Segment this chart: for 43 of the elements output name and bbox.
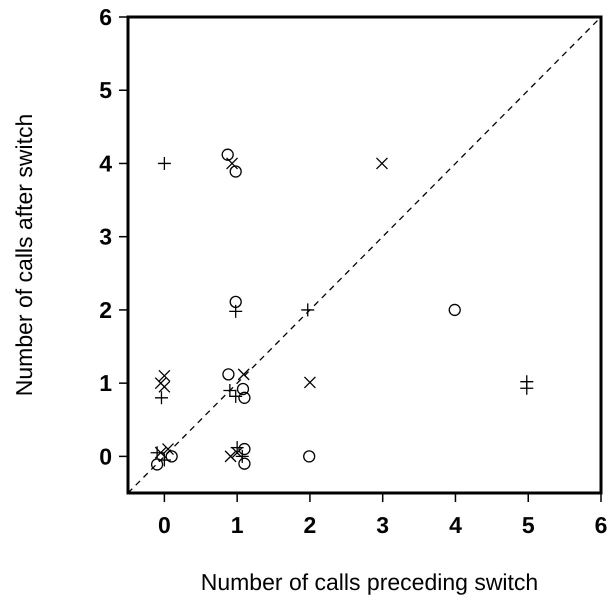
point	[238, 442, 251, 456]
x-axis-title: Number of calls preceding switch	[200, 569, 538, 595]
x-tick-label: 3	[376, 512, 390, 538]
point	[520, 381, 534, 396]
point	[222, 368, 235, 381]
point	[158, 370, 171, 382]
point	[448, 304, 461, 316]
point	[162, 442, 174, 456]
point	[154, 446, 167, 459]
point	[304, 376, 316, 389]
y-tick-label: 3	[99, 224, 112, 250]
point	[238, 392, 251, 404]
y-tick-label: 1	[99, 370, 112, 396]
point	[154, 377, 167, 390]
point	[238, 368, 250, 381]
x-tick-label: 4	[449, 512, 462, 538]
point	[238, 458, 251, 470]
x-tick-label: 6	[594, 512, 608, 538]
point	[224, 450, 237, 463]
point	[226, 157, 238, 170]
y-tick-label: 2	[99, 296, 112, 323]
point	[166, 450, 178, 463]
point	[158, 380, 171, 393]
x-tick-label: 5	[522, 512, 535, 538]
y-tick-label: 6	[99, 4, 112, 30]
x-tick-label: 1	[230, 512, 244, 538]
x-tick-label: 0	[158, 512, 171, 538]
y-tick-label: 5	[99, 77, 112, 104]
x-tick-label: 2	[304, 512, 316, 538]
point	[150, 458, 164, 471]
y-axis-title: Number of calls after switch	[11, 114, 37, 396]
point	[154, 390, 169, 405]
point	[376, 157, 388, 170]
point	[157, 156, 172, 171]
point	[230, 296, 242, 308]
point	[222, 148, 234, 161]
y-tick-label: 0	[99, 443, 112, 470]
y-tick-label: 4	[99, 150, 112, 176]
point	[228, 304, 243, 319]
point	[303, 450, 316, 463]
point	[300, 302, 315, 318]
point	[230, 165, 242, 178]
point	[236, 382, 250, 396]
